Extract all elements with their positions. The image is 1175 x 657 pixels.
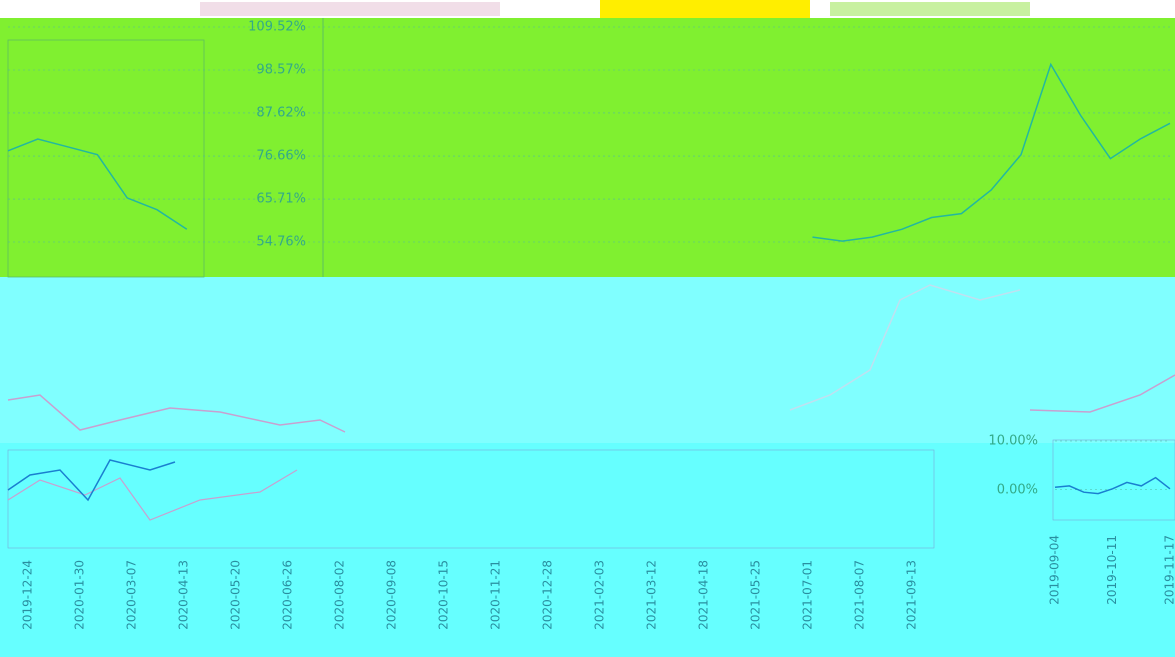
date-label: 2020-09-08 — [385, 560, 399, 630]
x-tick-label: 2019-11-17 — [1163, 535, 1175, 605]
date-label: 2020-12-28 — [541, 560, 555, 630]
x-tick-label: 2019-10-11 — [1105, 535, 1119, 605]
date-label: 2021-02-03 — [593, 560, 607, 630]
date-label: 2020-08-02 — [333, 560, 347, 630]
y-tick-label: 0.00% — [997, 482, 1038, 497]
decor-line — [7, 469, 298, 521]
glitch-noise — [200, 2, 500, 16]
y-tick-label: 65.71% — [256, 192, 306, 207]
panel-frame — [7, 449, 935, 549]
date-label: 2021-05-25 — [749, 560, 763, 630]
date-label: 2021-08-07 — [853, 560, 867, 630]
y-tick-label: 54.76% — [256, 235, 306, 250]
date-label: 2020-04-13 — [177, 560, 191, 630]
decor-line — [7, 459, 176, 502]
middle-panel — [0, 277, 1175, 443]
panel-frame — [7, 39, 205, 278]
date-label: 2021-07-01 — [801, 560, 815, 630]
y-tick-label: 10.00% — [988, 434, 1038, 449]
date-label: 2021-03-12 — [645, 560, 659, 630]
glitch-noise — [830, 2, 1030, 16]
date-label: 2021-09-13 — [905, 560, 919, 630]
date-label: 2019-12-24 — [21, 560, 35, 630]
x-tick-label: 2019-09-04 — [1048, 535, 1062, 605]
date-label: 2020-11-21 — [489, 560, 503, 630]
data-line — [1054, 476, 1171, 495]
date-label: 2020-01-30 — [73, 560, 87, 630]
date-label: 2020-03-07 — [125, 560, 139, 630]
data-line — [7, 62, 1171, 242]
y-tick-label: 76.66% — [256, 149, 306, 164]
date-label: 2020-06-26 — [281, 560, 295, 630]
y-tick-label: 109.52% — [248, 20, 306, 35]
y-tick-label: 98.57% — [256, 62, 306, 77]
date-label: 2021-04-18 — [697, 560, 711, 630]
glitch-noise — [600, 0, 810, 18]
date-label: 2020-05-20 — [229, 560, 243, 630]
top-panel — [0, 18, 1175, 277]
y-tick-label: 87.62% — [256, 105, 306, 120]
decor-line — [7, 394, 346, 433]
panel-frame — [1052, 439, 1175, 521]
decor-line — [1029, 374, 1175, 413]
decor-line — [789, 284, 1021, 411]
date-label: 2020-10-15 — [437, 560, 451, 630]
